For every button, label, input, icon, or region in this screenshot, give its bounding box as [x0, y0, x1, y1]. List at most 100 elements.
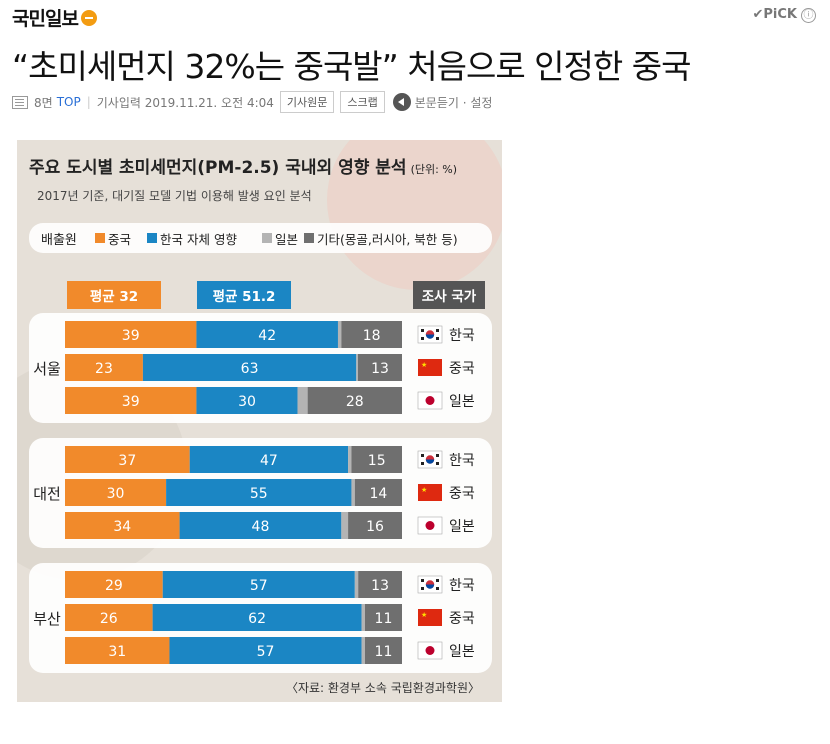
bar-segment	[337, 321, 342, 348]
korea-flag-trigram	[421, 587, 424, 590]
country-label: 중국	[449, 486, 475, 502]
bar-segment	[341, 321, 402, 348]
bar-segment	[65, 446, 190, 473]
country-label: 일본	[449, 394, 475, 410]
bar-segment	[348, 446, 352, 473]
bar-segment	[65, 387, 197, 414]
bar-value-label: 15	[368, 453, 386, 469]
page-label: 8면	[34, 95, 53, 110]
bar-value-label: 34	[113, 519, 131, 535]
china-flag-star: ★	[421, 611, 427, 619]
korea-flag-trigram	[421, 579, 424, 582]
pick-badge[interactable]: ✔PiCK ⓘ	[752, 7, 816, 23]
bar-segment	[65, 512, 180, 539]
legend-label: 일본	[275, 232, 298, 247]
bar-segment	[361, 637, 365, 664]
bar-segment	[356, 354, 358, 381]
bar-value-label: 18	[363, 328, 381, 344]
bar-segment	[351, 479, 355, 506]
bar-segment	[196, 321, 338, 348]
bar-value-label: 62	[248, 611, 266, 627]
bar-value-label: 29	[105, 578, 123, 594]
bar-value-label: 37	[118, 453, 136, 469]
bar-value-label: 13	[371, 578, 389, 594]
logo-text: 국민일보	[12, 8, 79, 30]
newspaper-icon	[12, 95, 28, 109]
bar-value-label: 55	[250, 486, 268, 502]
bar-segment	[196, 387, 298, 414]
chart-source: 〈자료: 환경부 소속 국립환경과학원〉	[286, 681, 480, 695]
bar-segment	[341, 512, 349, 539]
bar-value-label: 23	[95, 361, 113, 377]
article-meta: 8면 TOP | 기사입력 2019.11.21. 오전 4:04 기사원문 스…	[12, 91, 492, 113]
country-label: 한국	[449, 328, 475, 344]
chart-title: 주요 도시별 초미세먼지(PM-2.5) 국내외 영향 분석 (단위: %)	[29, 157, 457, 178]
bar-value-label: 42	[258, 328, 276, 344]
divider: |	[86, 95, 91, 109]
korea-flag-trigram	[436, 337, 439, 340]
japan-flag-disc	[425, 646, 435, 655]
bar-value-label: 57	[257, 644, 275, 660]
legend-swatch	[147, 233, 157, 243]
original-article-button[interactable]: 기사원문	[279, 91, 335, 113]
published-time: 기사입력 2019.11.21. 오전 4:04	[96, 95, 274, 110]
country-label: 중국	[449, 361, 475, 377]
legend-label: 중국	[108, 232, 131, 247]
article-title: “초미세먼지 32%는 중국발” 처음으로 인정한 중국	[12, 47, 691, 86]
bar-segment	[65, 479, 167, 506]
country-header-label: 조사 국가	[422, 289, 477, 305]
info-icon[interactable]: ⓘ	[801, 8, 816, 23]
city-label: 서울	[33, 360, 61, 378]
country-label: 일본	[449, 644, 475, 660]
bar-value-label: 30	[238, 394, 256, 410]
top-link[interactable]: TOP	[56, 95, 81, 109]
bar-value-label: 39	[122, 394, 140, 410]
korea-flag-taeguk-blue	[425, 584, 435, 589]
chart-subtitle: 2017년 기준, 대기질 모델 기법 이용해 발생 요인 분석	[37, 189, 312, 203]
legend-box	[29, 223, 492, 253]
scrap-button[interactable]: 스크랩	[340, 91, 385, 113]
bar-segment	[166, 479, 352, 506]
korea-flag-taeguk-blue	[425, 459, 435, 464]
bar-segment	[189, 446, 349, 473]
country-label: 일본	[449, 519, 475, 535]
legend-swatch	[304, 233, 314, 243]
country-label: 한국	[449, 578, 475, 594]
korea-flag-trigram	[436, 462, 439, 465]
bar-segment	[179, 512, 342, 539]
bar-segment	[358, 571, 402, 598]
korea-flag-trigram	[421, 454, 424, 457]
bar-segment	[351, 446, 402, 473]
bar-value-label: 16	[366, 519, 384, 535]
avg-china-badge	[67, 281, 161, 309]
bar-value-label: 28	[346, 394, 364, 410]
china-flag-star: ★	[421, 361, 427, 369]
pick-label: ✔PiCK	[752, 7, 798, 22]
china-flag-star: ★	[421, 486, 427, 494]
bar-segment	[307, 387, 402, 414]
bar-segment	[65, 571, 163, 598]
tts-label[interactable]: 본문듣기 · 설정	[414, 95, 493, 110]
bar-value-label: 11	[375, 611, 393, 627]
newspaper-logo[interactable]: 국민일보	[12, 4, 97, 31]
bar-segment	[65, 637, 170, 664]
china-flag-icon	[418, 609, 442, 626]
bar-value-label: 30	[107, 486, 125, 502]
chart-svg: 주요 도시별 초미세먼지(PM-2.5) 국내외 영향 분석 (단위: %) 201…	[17, 140, 502, 695]
legend-swatch	[95, 233, 105, 243]
korea-flag-trigram	[421, 329, 424, 332]
infographic: 주요 도시별 초미세먼지(PM-2.5) 국내외 영향 분석 (단위: %) 201…	[17, 140, 502, 702]
speaker-icon[interactable]	[392, 93, 411, 111]
bar-segment	[357, 354, 402, 381]
legend-swatch	[262, 233, 272, 243]
legend-label: 기타(몽골,러시아, 북한 등)	[317, 232, 458, 247]
bar-segment	[65, 321, 197, 348]
korea-flag-trigram	[436, 587, 439, 590]
bar-value-label: 26	[100, 611, 118, 627]
bar-segment	[361, 604, 365, 631]
bar-segment	[364, 637, 402, 664]
korea-flag-trigram	[436, 579, 439, 582]
bar-segment	[364, 604, 402, 631]
bar-segment	[297, 387, 308, 414]
korea-flag-trigram	[421, 462, 424, 465]
